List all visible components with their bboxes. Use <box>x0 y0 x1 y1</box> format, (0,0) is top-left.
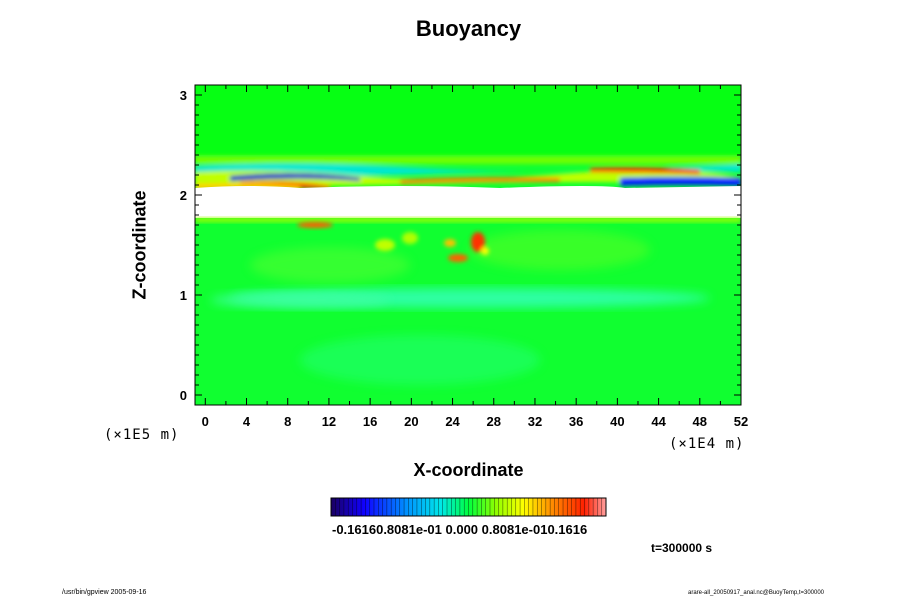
x-tick-label: 24 <box>445 414 460 429</box>
footer-command: /usr/bin/gpview 2005-09-16 <box>62 589 147 596</box>
colorbar-label: 0.000 <box>445 522 479 537</box>
time-label: t=300000 s <box>651 541 713 555</box>
heatmap-field <box>195 85 741 405</box>
x-tick-label: 4 <box>243 414 251 429</box>
y-axis-ticks: 0 1 2 3 <box>180 88 741 403</box>
colorbar-label: 0.8081e-01 <box>481 522 548 537</box>
x-tick-label: 12 <box>322 414 336 429</box>
colorbar-label: -0.1616 <box>332 522 377 537</box>
chart-title: Buoyancy <box>415 16 522 41</box>
x-tick-label: 16 <box>363 414 377 429</box>
x-axis-ticks: 0 4 8 12 16 20 24 28 32 36 40 44 48 52 <box>202 85 748 429</box>
x-tick-label: 44 <box>651 414 666 429</box>
x-axis-title: X-coordinate <box>413 460 524 480</box>
colorbar <box>330 497 607 517</box>
y-axis-title: Z-coordinate <box>129 190 150 300</box>
y-tick-label: 3 <box>180 88 187 103</box>
x-tick-label: 28 <box>487 414 501 429</box>
colorbar-label: 0.8081e-01 <box>376 522 442 537</box>
x-tick-label: 0 <box>202 414 209 429</box>
y-tick-label: 0 <box>180 388 187 403</box>
colorbar-ticks <box>335 498 602 516</box>
x-tick-label: 32 <box>528 414 542 429</box>
y-tick-label: 1 <box>180 288 187 303</box>
x-tick-label: 20 <box>404 414 418 429</box>
x-tick-label: 52 <box>734 414 748 429</box>
footer-source: arare-all_20050917_anal.nc@BuoyTemp,t=30… <box>688 590 825 596</box>
colorbar-label: 0.1616 <box>547 522 588 537</box>
y-tick-label: 2 <box>180 188 187 203</box>
colorbar-labels: -0.16160.8081e-01 0.000 0.8081e-010.1616 <box>332 522 587 537</box>
x-tick-label: 40 <box>610 414 624 429</box>
x-tick-label: 48 <box>693 414 707 429</box>
x-axis-unit: (×1E4 m) <box>669 436 745 452</box>
x-tick-label: 36 <box>569 414 583 429</box>
y-axis-unit: (×1E5 m) <box>104 427 180 443</box>
x-tick-label: 8 <box>284 414 291 429</box>
